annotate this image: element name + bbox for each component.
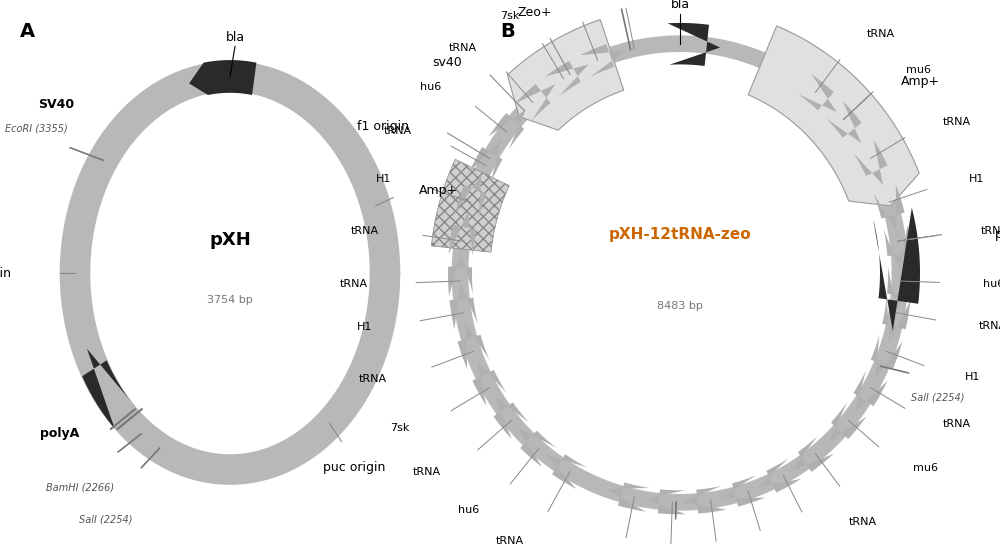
Polygon shape — [449, 212, 476, 256]
Polygon shape — [884, 225, 911, 271]
Polygon shape — [757, 458, 801, 492]
Text: mu6: mu6 — [913, 462, 938, 473]
Text: f1 origin: f1 origin — [357, 120, 409, 133]
Text: tRNA: tRNA — [981, 226, 1000, 236]
Polygon shape — [682, 486, 726, 514]
Text: tRNA: tRNA — [384, 126, 412, 136]
Polygon shape — [431, 159, 509, 252]
Polygon shape — [448, 251, 473, 296]
Text: H1: H1 — [376, 175, 391, 185]
Text: bla: bla — [225, 31, 245, 44]
Polygon shape — [798, 74, 837, 112]
Polygon shape — [853, 370, 888, 413]
Text: 7sk: 7sk — [500, 11, 519, 21]
Text: SalI (2254): SalI (2254) — [79, 515, 133, 525]
Text: Amp+: Amp+ — [419, 185, 458, 198]
Polygon shape — [518, 428, 556, 467]
Text: tRNA: tRNA — [449, 43, 477, 53]
Text: BamHI (2266): BamHI (2266) — [46, 482, 114, 492]
Text: tRNA: tRNA — [496, 536, 524, 546]
Text: SV40: SV40 — [38, 98, 74, 111]
Text: A: A — [20, 22, 35, 41]
Polygon shape — [826, 101, 862, 143]
Text: hu6: hu6 — [458, 505, 479, 515]
Polygon shape — [458, 323, 489, 369]
Polygon shape — [873, 207, 920, 331]
Text: EcoRI (3355): EcoRI (3355) — [5, 124, 67, 134]
Polygon shape — [853, 140, 888, 185]
Text: hu6: hu6 — [420, 82, 441, 92]
Text: pXH: pXH — [209, 232, 251, 249]
Polygon shape — [494, 396, 529, 439]
Polygon shape — [607, 483, 649, 512]
Polygon shape — [69, 159, 111, 219]
Text: 3754 bp: 3754 bp — [207, 295, 253, 305]
Text: H1: H1 — [965, 371, 981, 382]
Text: Amp+: Amp+ — [901, 75, 940, 88]
Text: B: B — [500, 22, 515, 41]
Text: polyA: polyA — [40, 427, 79, 440]
Polygon shape — [515, 84, 555, 121]
Polygon shape — [545, 61, 589, 96]
Polygon shape — [580, 44, 625, 77]
Polygon shape — [489, 109, 526, 150]
Text: pXH-12tRNA-zeo: pXH-12tRNA-zeo — [609, 227, 751, 242]
Text: tRNA: tRNA — [943, 419, 971, 429]
Text: f1 origin: f1 origin — [0, 266, 11, 280]
Text: tRNA: tRNA — [849, 517, 877, 527]
Polygon shape — [829, 402, 866, 442]
Polygon shape — [882, 298, 911, 342]
Text: tRNA: tRNA — [943, 117, 971, 127]
Polygon shape — [874, 185, 905, 231]
Text: Zeo+: Zeo+ — [518, 6, 552, 19]
Polygon shape — [449, 283, 478, 329]
Text: tRNA: tRNA — [413, 467, 441, 477]
Polygon shape — [189, 60, 256, 95]
Polygon shape — [507, 20, 624, 130]
Text: puc origin: puc origin — [995, 228, 1000, 241]
Text: hu6: hu6 — [983, 278, 1000, 289]
Polygon shape — [455, 174, 486, 218]
Polygon shape — [720, 475, 765, 507]
Polygon shape — [82, 349, 134, 429]
Polygon shape — [546, 454, 587, 489]
Text: 7sk: 7sk — [390, 423, 409, 433]
Text: puc origin: puc origin — [323, 461, 386, 474]
Text: H1: H1 — [357, 322, 372, 332]
Text: 8483 bp: 8483 bp — [657, 301, 703, 311]
Polygon shape — [871, 335, 902, 379]
Polygon shape — [472, 361, 507, 406]
Polygon shape — [315, 383, 364, 441]
Polygon shape — [668, 23, 720, 66]
Text: mu6: mu6 — [906, 66, 931, 75]
Text: tRNA: tRNA — [351, 226, 379, 236]
Polygon shape — [748, 26, 919, 206]
Text: SalI (2254): SalI (2254) — [911, 393, 964, 402]
Polygon shape — [887, 266, 912, 311]
Text: tRNA: tRNA — [340, 279, 368, 289]
Text: tRNA: tRNA — [358, 374, 386, 384]
Text: H1: H1 — [969, 175, 984, 185]
Text: sv40: sv40 — [432, 56, 462, 69]
Text: tRNA: tRNA — [867, 29, 895, 39]
Polygon shape — [469, 140, 503, 183]
Polygon shape — [644, 489, 686, 514]
Polygon shape — [792, 436, 834, 472]
Text: tRNA: tRNA — [979, 321, 1000, 330]
Text: bla: bla — [670, 0, 690, 11]
